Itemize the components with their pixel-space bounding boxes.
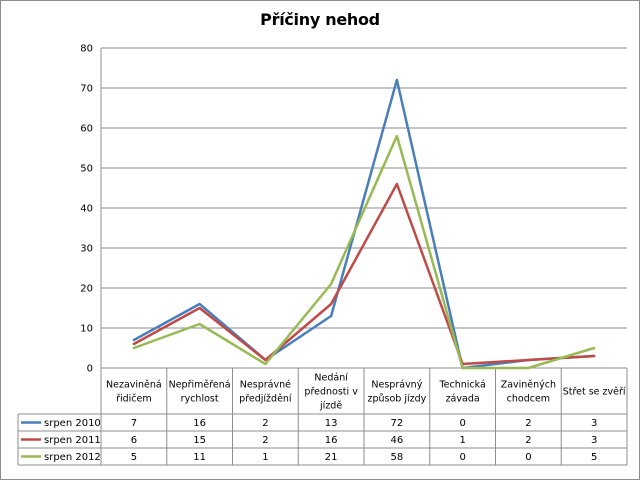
series-line	[132, 182, 596, 366]
table-cell-value: 13	[325, 418, 338, 429]
table-cell-value: 1	[262, 452, 268, 463]
series-line	[132, 134, 596, 370]
category-label: Technická závada	[438, 380, 485, 405]
y-tick-label: 70	[80, 84, 93, 95]
table-cell-value: 72	[391, 418, 404, 429]
table-cell-value: 5	[591, 452, 597, 463]
category-label: Střet se zvěří	[563, 387, 626, 398]
table-cell-value: 2	[525, 418, 531, 429]
table-cell-value: 2	[262, 435, 268, 446]
category-label: Nesprávné předjíždění	[239, 380, 292, 405]
chart-title: Příčiny nehod	[260, 10, 380, 29]
table-cell-value: 15	[193, 435, 206, 446]
y-tick-label: 40	[80, 204, 93, 215]
y-tick-label: 10	[80, 324, 93, 335]
y-tick-label: 60	[80, 124, 93, 135]
category-label: Zaviněných chodcem	[501, 380, 556, 405]
legend-label: srpen 2010	[44, 418, 101, 429]
table-cell-value: 6	[131, 435, 137, 446]
table-cell-value: 2	[262, 418, 268, 429]
y-tick-label: 0	[87, 364, 93, 375]
table-cell-value: 3	[591, 435, 597, 446]
table-cell-value: 7	[131, 418, 137, 429]
category-label: Nezaviněná řidičem	[106, 380, 162, 405]
table-cell-value: 46	[391, 435, 404, 446]
table-cell-value: 3	[591, 418, 597, 429]
legend-label: srpen 2011	[44, 435, 101, 446]
category-label: Nedání přednosti v jízdě	[304, 373, 358, 412]
table-cell-value: 16	[325, 435, 338, 446]
table-cell-value: 0	[459, 418, 465, 429]
y-tick-label: 30	[80, 244, 93, 255]
y-tick-label: 20	[80, 284, 93, 295]
category-label: Nesprávný způsob jízdy	[367, 380, 426, 405]
table-cell-value: 16	[193, 418, 206, 429]
table-cell-value: 1	[459, 435, 465, 446]
category-label: Nepřiměřená rychlost	[169, 380, 231, 405]
table-cell-value: 2	[525, 435, 531, 446]
table-cell-value: 11	[193, 452, 206, 463]
legend-label: srpen 2012	[44, 452, 101, 463]
table-cell-value: 58	[391, 452, 404, 463]
y-tick-label: 50	[80, 164, 93, 175]
y-tick-label: 80	[80, 44, 93, 55]
table-cell-value: 0	[459, 452, 465, 463]
table-cell-value: 5	[131, 452, 137, 463]
table-cell-value: 21	[325, 452, 338, 463]
table-cell-value: 0	[525, 452, 531, 463]
